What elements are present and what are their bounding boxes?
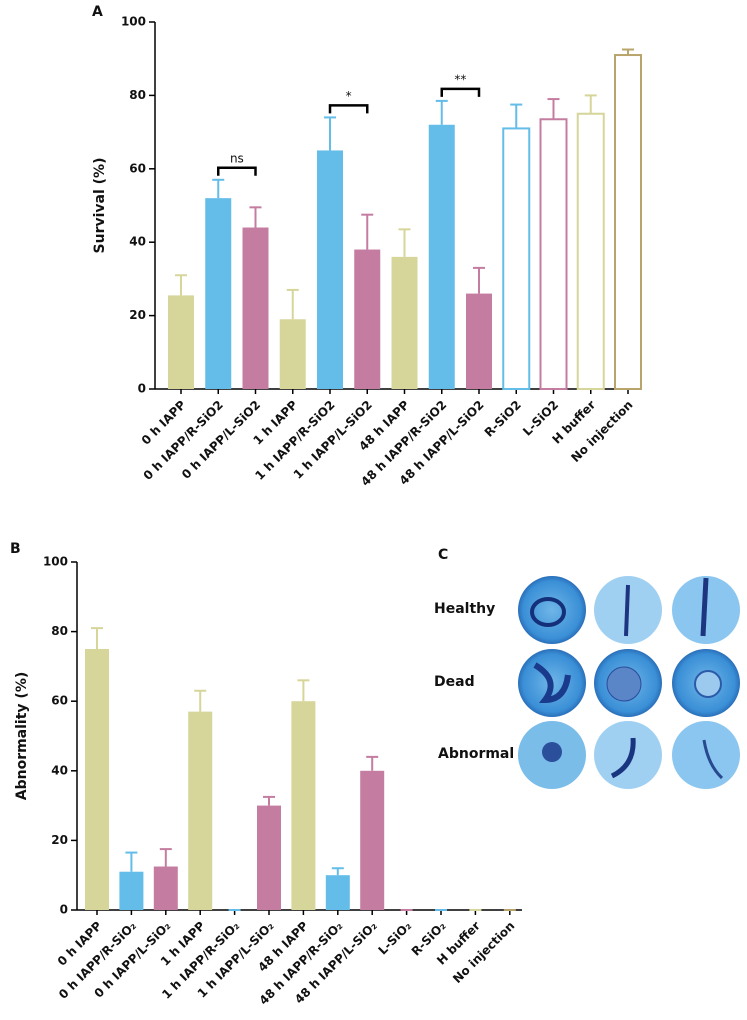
y-tick-label: 60 xyxy=(51,694,68,708)
bar xyxy=(242,227,269,389)
y-tick-label: 80 xyxy=(51,624,68,638)
x-tick-label: L-SiO₂ xyxy=(375,919,414,958)
bar xyxy=(354,249,381,389)
embryo-images xyxy=(518,576,740,789)
row-label: Abnormal xyxy=(438,746,514,762)
sig-bracket xyxy=(217,166,257,176)
y-tick-label: 0 xyxy=(60,903,68,917)
bar xyxy=(391,256,418,389)
sig-bracket xyxy=(440,87,481,97)
y-tick-label: 100 xyxy=(43,555,68,569)
panel-label: A xyxy=(92,4,103,20)
bar xyxy=(257,805,281,910)
sig-label: ** xyxy=(454,72,466,86)
bar xyxy=(502,127,531,390)
bar xyxy=(168,295,194,389)
embryo xyxy=(700,577,709,637)
bar xyxy=(85,649,109,910)
dish xyxy=(594,721,662,789)
row-label: Dead xyxy=(434,674,475,690)
bar xyxy=(188,711,213,910)
sig-label: ns xyxy=(230,151,244,165)
y-tick-label: 20 xyxy=(51,833,68,847)
bar xyxy=(205,198,232,389)
embryo xyxy=(624,584,630,637)
bar xyxy=(317,150,343,389)
embryo xyxy=(702,739,724,780)
bar xyxy=(428,124,455,389)
embryo xyxy=(533,662,571,704)
row-label: Healthy xyxy=(434,601,495,617)
y-axis-label: Abnormality (%) xyxy=(14,672,30,801)
embryo xyxy=(606,666,642,702)
y-tick-label: 60 xyxy=(129,161,146,175)
y-tick-label: 100 xyxy=(121,15,146,29)
bar xyxy=(614,54,642,390)
y-tick-label: 40 xyxy=(129,235,146,249)
sig-label: * xyxy=(346,89,352,103)
dish xyxy=(518,576,586,644)
y-tick-label: 80 xyxy=(129,88,146,102)
embryo xyxy=(694,670,722,698)
y-tick-label: 20 xyxy=(129,308,146,322)
bar xyxy=(279,319,306,389)
panel-label: C xyxy=(438,547,448,563)
bar xyxy=(291,701,316,910)
x-tick-label: No injection xyxy=(450,919,517,986)
y-tick-label: 40 xyxy=(51,763,68,777)
embryo xyxy=(610,737,636,779)
bar xyxy=(466,293,492,389)
bar xyxy=(539,118,568,390)
embryo xyxy=(530,597,566,627)
y-tick-label: 0 xyxy=(138,382,146,396)
x-tick-label: R-SiO2 xyxy=(482,398,524,440)
y-axis-label: Survival (%) xyxy=(92,158,108,254)
bar xyxy=(153,866,178,910)
embryo xyxy=(542,742,562,762)
bar xyxy=(325,875,350,910)
sig-bracket xyxy=(328,104,369,114)
bar xyxy=(119,871,144,910)
panel-label: B xyxy=(10,541,21,557)
bar xyxy=(576,112,605,390)
bar xyxy=(360,770,385,910)
dish xyxy=(672,721,740,789)
